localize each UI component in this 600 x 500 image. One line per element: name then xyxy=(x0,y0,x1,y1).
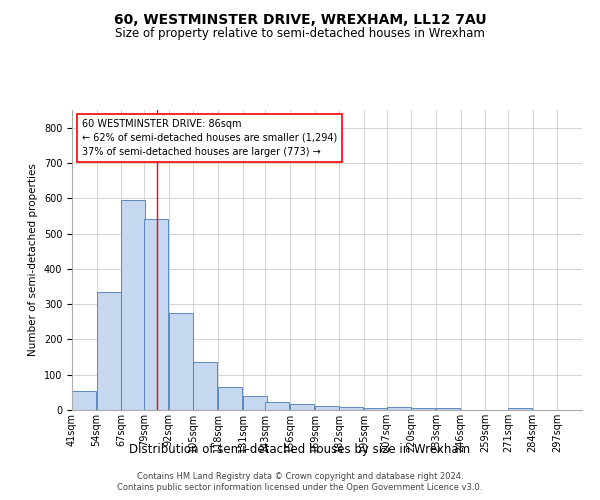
Text: Contains public sector information licensed under the Open Government Licence v3: Contains public sector information licen… xyxy=(118,484,482,492)
Text: Size of property relative to semi-detached houses in Wrexham: Size of property relative to semi-detach… xyxy=(115,28,485,40)
Bar xyxy=(290,404,314,410)
Bar xyxy=(144,220,168,410)
Text: 60 WESTMINSTER DRIVE: 86sqm
← 62% of semi-detached houses are smaller (1,294)
37: 60 WESTMINSTER DRIVE: 86sqm ← 62% of sem… xyxy=(82,119,337,157)
Text: Contains HM Land Registry data © Crown copyright and database right 2024.: Contains HM Land Registry data © Crown c… xyxy=(137,472,463,481)
Bar xyxy=(242,396,267,410)
Text: Distribution of semi-detached houses by size in Wrexham: Distribution of semi-detached houses by … xyxy=(130,442,470,456)
Bar xyxy=(340,407,364,410)
Bar xyxy=(97,292,121,410)
Bar xyxy=(508,408,532,410)
Bar xyxy=(169,313,193,410)
Bar xyxy=(364,408,388,410)
Bar xyxy=(412,408,436,410)
Y-axis label: Number of semi-detached properties: Number of semi-detached properties xyxy=(28,164,38,356)
Bar xyxy=(193,362,217,410)
Bar xyxy=(72,390,96,410)
Bar xyxy=(387,407,411,410)
Bar xyxy=(436,408,460,410)
Text: 60, WESTMINSTER DRIVE, WREXHAM, LL12 7AU: 60, WESTMINSTER DRIVE, WREXHAM, LL12 7AU xyxy=(113,12,487,26)
Bar xyxy=(265,402,289,410)
Bar xyxy=(218,387,242,410)
Bar xyxy=(314,406,339,410)
Bar xyxy=(121,200,145,410)
